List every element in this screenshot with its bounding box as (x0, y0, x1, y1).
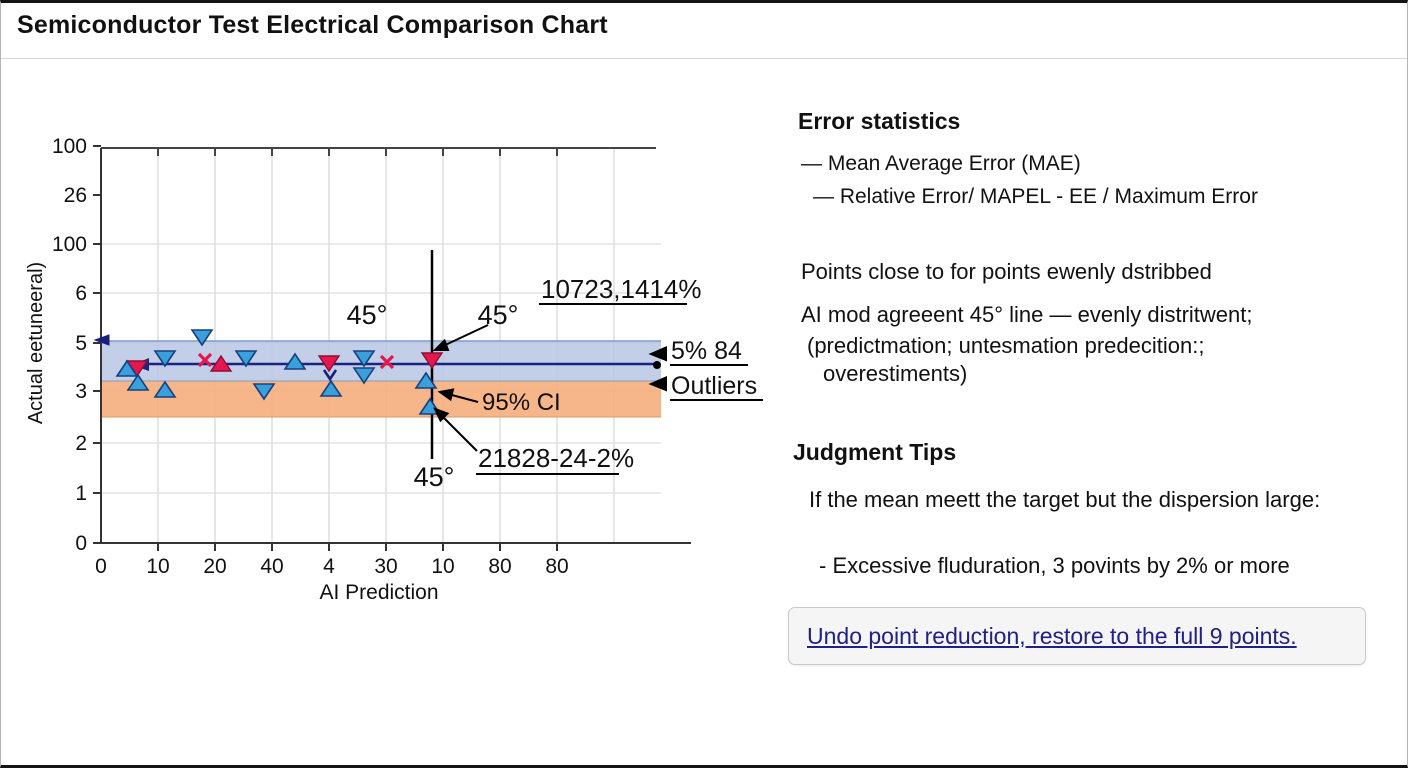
judgment-tips-heading: Judgment Tips (793, 439, 957, 465)
ci-annotation: 95% CI (482, 389, 561, 416)
y-tick-label: 1 (75, 482, 87, 505)
y-tick-label: 6 (75, 282, 87, 305)
judgment-line-2: - Excessive fluduration, 3 povints by 2%… (819, 553, 1290, 578)
angle-label-right: 45° (478, 300, 519, 330)
observation-line-3: (predictmation; untesmation predecition:… (807, 333, 1205, 358)
data-marker-blue-down (352, 350, 376, 368)
data-marker-blue-up (283, 352, 307, 370)
bottom-value-annotation: 21828-24-2% (478, 443, 634, 473)
data-marker-blue-up (414, 371, 438, 389)
data-marker-blue-down (190, 329, 214, 347)
observation-line-2: AI mod agreeent 45° line — evenly distri… (801, 302, 1253, 327)
data-marker-blue-down (252, 383, 276, 401)
y-tick-label: 26 (64, 184, 87, 207)
top-value-annotation: 10723,1414% (541, 274, 701, 304)
data-marker-blue-down (352, 367, 376, 385)
angle-label-bottom: 45° (414, 462, 455, 492)
data-marker-navy-arrow-left (93, 334, 110, 346)
upper-ci-band (101, 341, 661, 381)
x-tick-label: 4 (323, 555, 335, 578)
data-marker-blue-up (319, 379, 343, 397)
y-tick-label: 100 (52, 233, 87, 256)
x-tick-label: 0 (95, 555, 107, 578)
judgment-line-1: If the mean meett the target but the dis… (809, 487, 1321, 512)
angle-label-left: 45° (347, 300, 388, 330)
x-axis-label: AI Prediction (319, 581, 438, 604)
y-tick-label: 0 (75, 532, 87, 555)
title-separator (1, 58, 1407, 59)
observation-line-4: overestiments) (823, 361, 968, 386)
y-tick-label: 5 (75, 332, 87, 355)
x-tick-label: 20 (203, 555, 226, 578)
observation-line-1: Points close to for points ewenly dstrib… (801, 259, 1212, 284)
x-tick-label: 10 (146, 555, 169, 578)
data-marker-red-down (317, 355, 341, 373)
data-marker-red-x (197, 352, 213, 368)
data-marker-red-down (420, 352, 444, 370)
data-marker-blue-down (234, 350, 258, 368)
x-tick-label: 30 (374, 555, 397, 578)
y-tick-label: 2 (75, 432, 87, 455)
error-stat-item-mae: — Mean Average Error (MAE) (801, 152, 1081, 175)
page-title: Semiconductor Test Electrical Comparison… (17, 11, 608, 39)
axis-ticks (93, 145, 558, 551)
data-marker-navy-chevron (322, 369, 338, 382)
undo-reduction-container: Undo point reduction, restore to the ful… (788, 607, 1366, 665)
y-axis-label: Actual eetuneeral) (25, 262, 47, 424)
data-marker-red-x (379, 354, 395, 370)
x-tick-label: 40 (260, 555, 283, 578)
data-marker-blue-up (126, 373, 150, 391)
error-stat-item-relative: — Relative Error/ MAPEL - EE / Maximum E… (813, 185, 1258, 208)
x-tick-label: 80 (545, 555, 568, 578)
x-tick-label: 10 (431, 555, 454, 578)
error-statistics-heading: Error statistics (798, 108, 961, 134)
undo-reduction-link[interactable]: Undo point reduction, restore to the ful… (807, 622, 1297, 649)
mean-line-endpoint (653, 361, 661, 369)
annotation-arrows (432, 324, 667, 452)
data-marker-red-up (209, 354, 233, 372)
outliers-annotation: Outliers (671, 372, 757, 400)
y-tick-label: 3 (75, 380, 87, 403)
data-marker-blue-up (153, 380, 177, 398)
y-tick-label: 100 (52, 135, 87, 158)
lower-ci-band (101, 381, 661, 417)
data-marker-blue-down (153, 350, 177, 368)
data-marker-blue-up (115, 359, 139, 377)
x-tick-label: 80 (488, 555, 511, 578)
right-value-annotation: 5% 84 (671, 337, 742, 365)
